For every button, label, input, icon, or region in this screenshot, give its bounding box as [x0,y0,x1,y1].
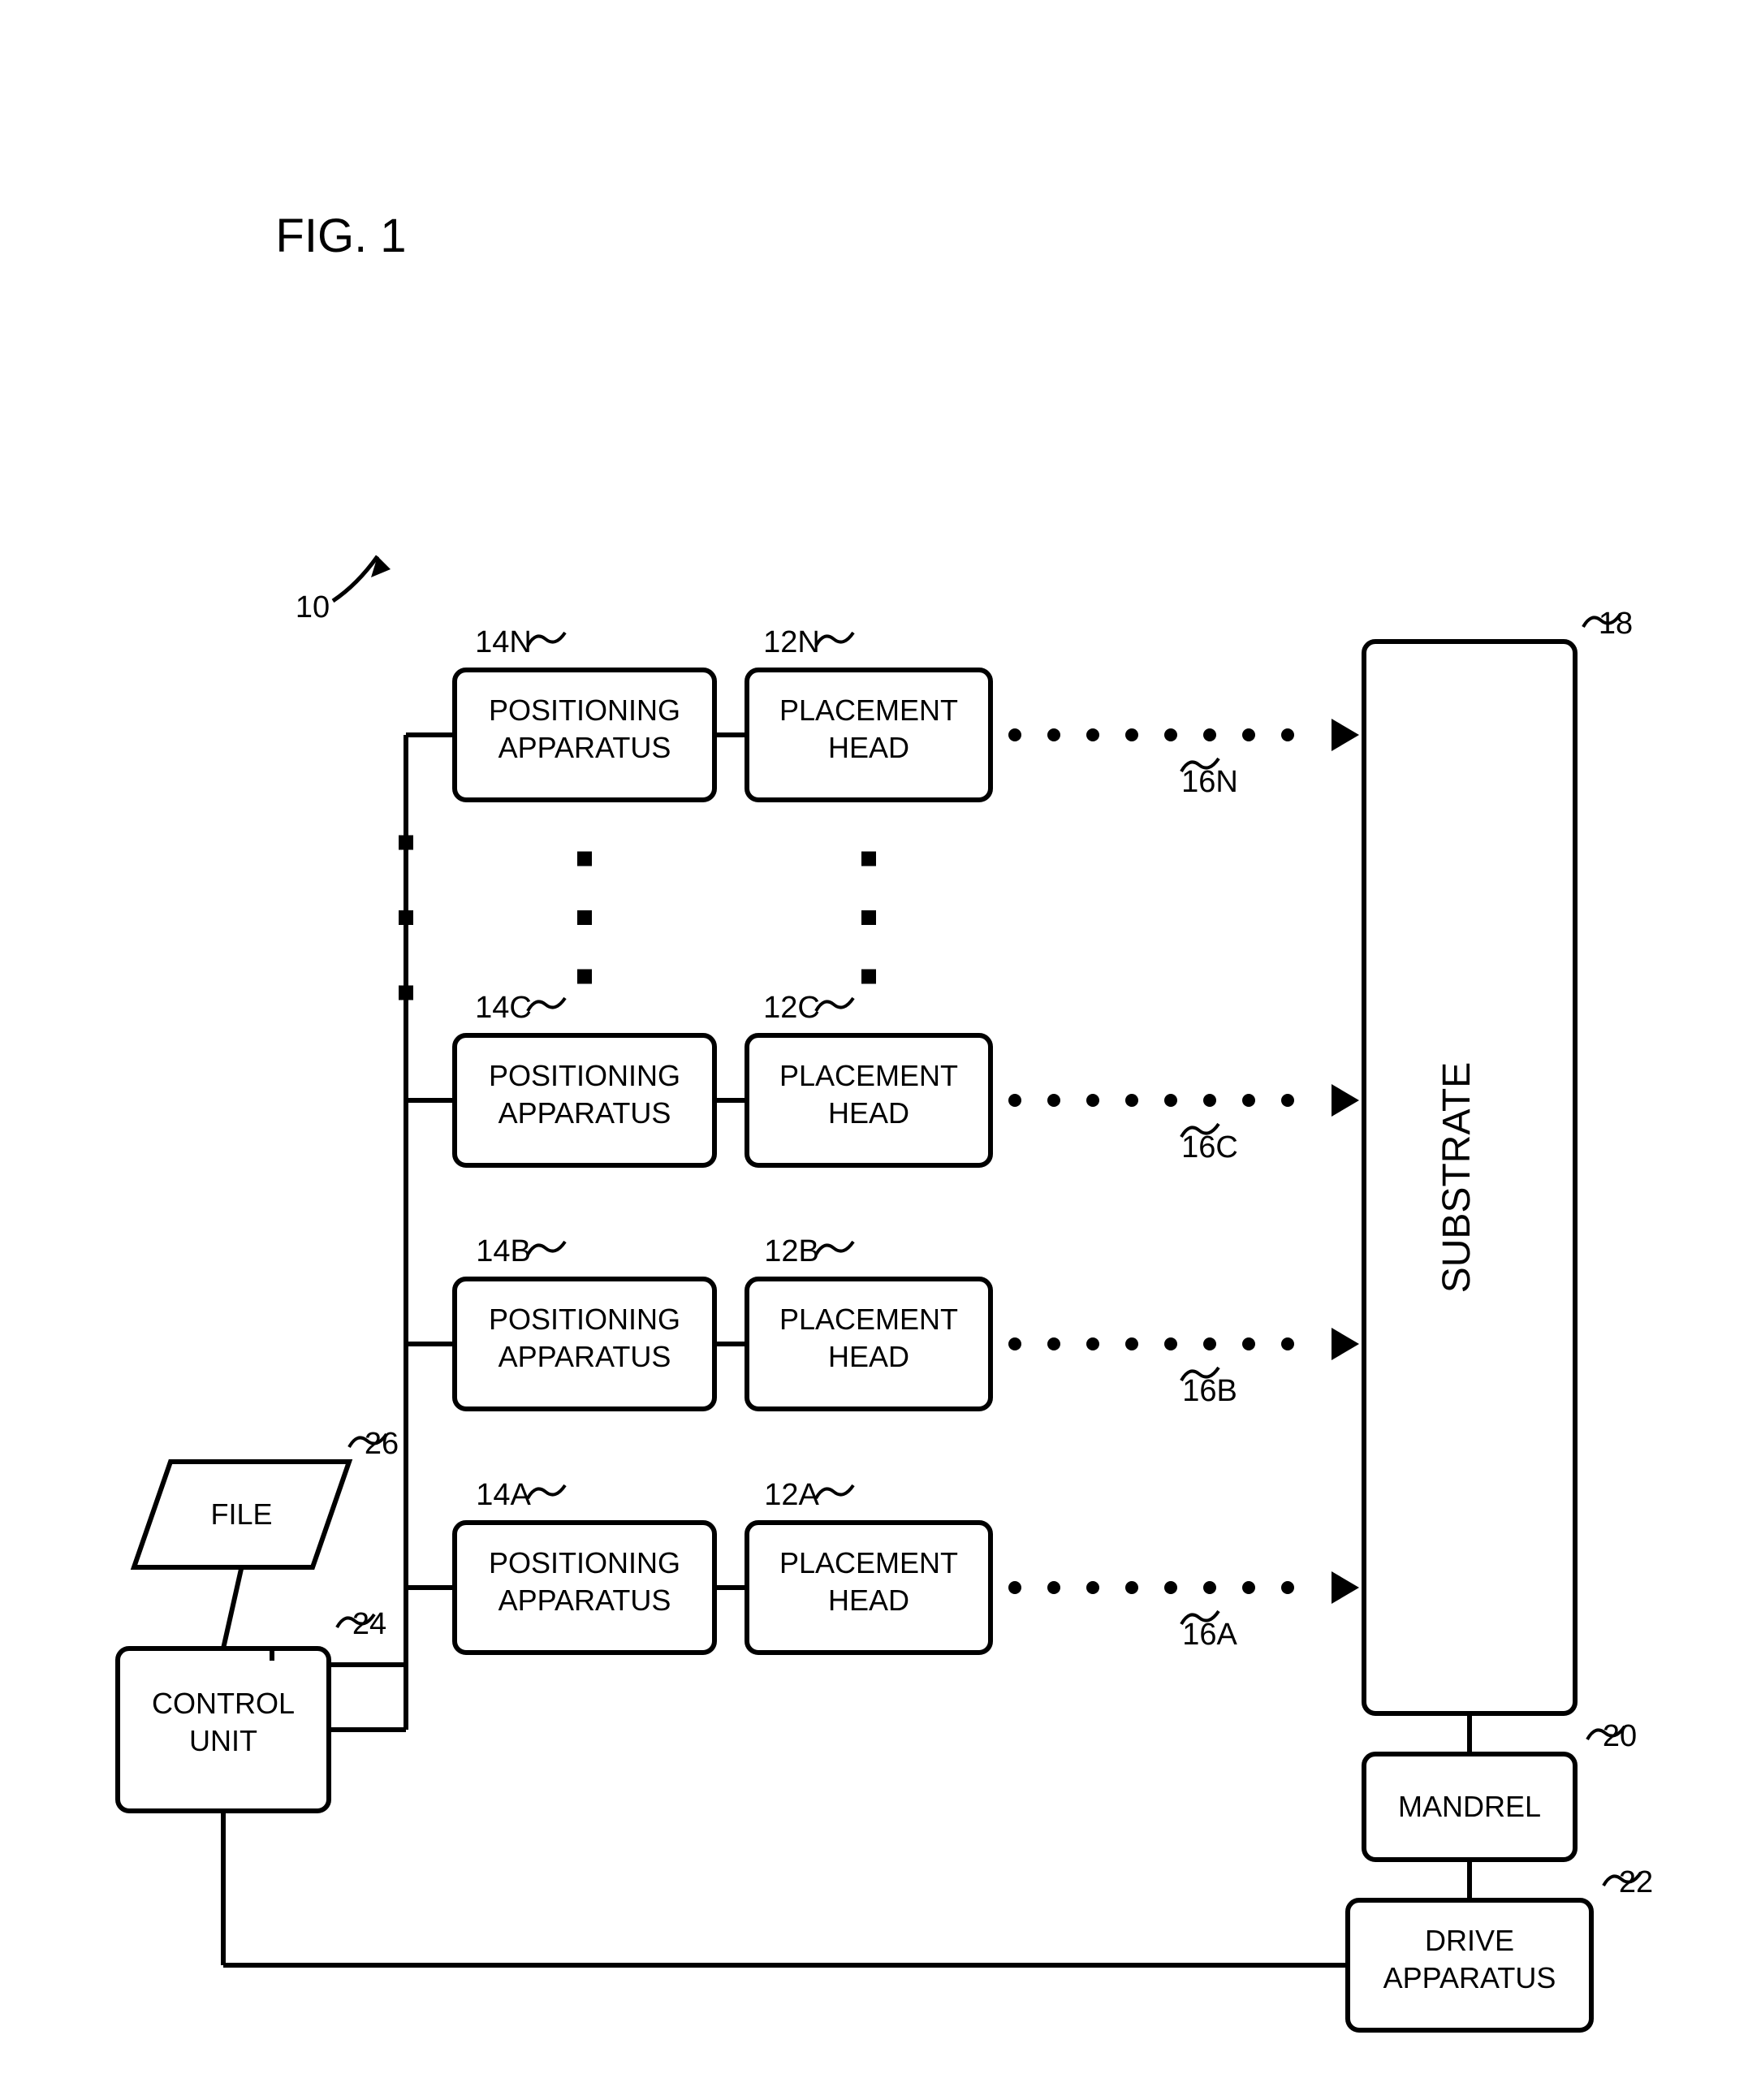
positioning-label: APPARATUS [499,1096,671,1130]
tape-ref: 16N [1181,765,1238,799]
tape-dot [1086,1337,1099,1350]
tape-dot [1164,728,1177,741]
positioning-label: APPARATUS [499,1340,671,1373]
arrowhead [1332,719,1359,751]
placement-label: PLACEMENT [779,1303,958,1336]
positioning-ref: 14A [476,1478,531,1512]
tape-dot [1086,728,1099,741]
positioning-label: POSITIONING [489,694,680,727]
placement-label: PLACEMENT [779,694,958,727]
tape-dot [1047,1581,1060,1594]
positioning-label: POSITIONING [489,1059,680,1092]
tape-dot [1047,1337,1060,1350]
tape-dot [1125,1094,1138,1107]
ellipsis-dot [399,836,413,850]
placement-label: PLACEMENT [779,1546,958,1579]
connector [223,1567,242,1648]
tape-dot [1281,1581,1294,1594]
tape-dot [1242,728,1255,741]
ellipsis-dot [861,970,876,984]
placement-label: HEAD [828,1340,909,1373]
tape-dot [1008,1581,1021,1594]
tape-dot [1164,1581,1177,1594]
figure-title: FIG. 1 [275,210,406,262]
control-unit-label: CONTROL [152,1687,295,1720]
drive-label: APPARATUS [1383,1961,1556,1994]
file-label: FILE [210,1497,272,1531]
ellipsis-dot [577,852,592,866]
positioning-ref: 14N [475,625,532,659]
tape-dot [1164,1094,1177,1107]
ellipsis-dot [861,910,876,925]
system-ref: 10 [296,590,330,624]
ref-lead [528,633,565,646]
tape-dot [1203,1094,1216,1107]
ref-lead [528,1242,565,1255]
tape-ref: 16A [1182,1618,1237,1652]
placement-ref: 12C [763,991,820,1025]
placement-label: HEAD [828,1096,909,1130]
ref-lead [816,1242,853,1255]
arrowhead [1332,1084,1359,1117]
positioning-label: APPARATUS [499,1584,671,1617]
tape-dot [1164,1337,1177,1350]
tape-ref: 16C [1181,1130,1238,1165]
arrowhead [1332,1328,1359,1360]
tape-dot [1008,1094,1021,1107]
tape-dot [1047,1094,1060,1107]
system-ref-arrow [333,556,378,601]
ref-lead [816,633,853,646]
tape-dot [1125,1581,1138,1594]
tape-dot [1086,1094,1099,1107]
placement-ref: 12B [764,1234,819,1268]
tape-dot [1242,1094,1255,1107]
positioning-ref: 14C [475,991,532,1025]
substrate-label: SUBSTRATE [1435,1062,1478,1293]
ref-lead [816,998,853,1011]
ellipsis-dot [399,986,413,1000]
system-block-diagram: FIG. 1 10 POSITIONING APPARATUS 14A PLACEMENT… [0,0,1761,2100]
ellipsis-dot [399,910,413,925]
tape-dot [1203,1337,1216,1350]
arrowhead [1332,1571,1359,1604]
placement-label: PLACEMENT [779,1059,958,1092]
tape-ref: 16B [1182,1374,1237,1408]
tape-dot [1281,1094,1294,1107]
tape-dot [1125,1337,1138,1350]
ellipsis-dot [577,910,592,925]
tape-dot [1242,1581,1255,1594]
positioning-label: POSITIONING [489,1546,680,1579]
ellipsis-dot [577,970,592,984]
placement-label: HEAD [828,731,909,764]
placement-label: HEAD [828,1584,909,1617]
positioning-label: APPARATUS [499,731,671,764]
tape-dot [1008,1337,1021,1350]
positioning-ref: 14B [476,1234,531,1268]
tape-dot [1242,1337,1255,1350]
control-unit-label: UNIT [189,1724,257,1757]
ref-lead [528,998,565,1011]
tape-dot [1047,728,1060,741]
placement-ref: 12A [764,1478,819,1512]
tape-dot [1203,1581,1216,1594]
tape-dot [1125,728,1138,741]
tape-dot [1281,728,1294,741]
tape-dot [1086,1581,1099,1594]
placement-ref: 12N [763,625,820,659]
ref-lead [528,1485,565,1498]
tape-dot [1203,728,1216,741]
drive-label: DRIVE [1425,1924,1514,1957]
tape-dot [1008,728,1021,741]
mandrel-label: MANDREL [1398,1790,1541,1823]
ellipsis-dot [861,852,876,866]
tape-dot [1281,1337,1294,1350]
positioning-label: POSITIONING [489,1303,680,1336]
ref-lead [816,1485,853,1498]
